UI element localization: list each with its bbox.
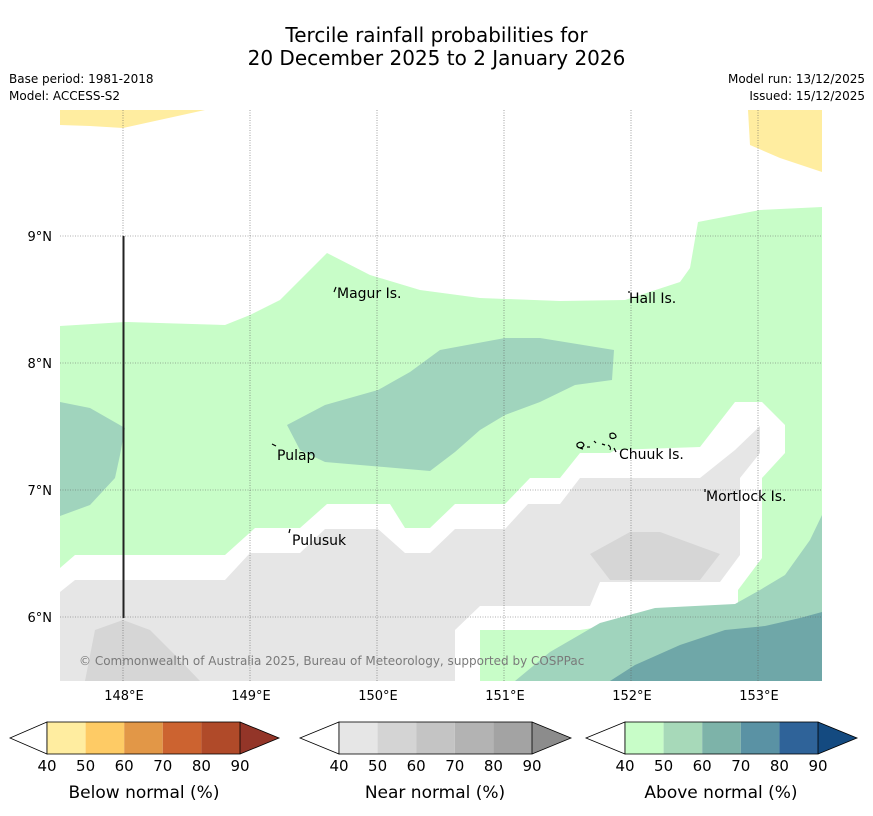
place-label-hall: Hall Is. xyxy=(629,291,676,307)
pulap-island-marker xyxy=(271,443,277,447)
place-label-magur: Magur Is. xyxy=(337,286,402,302)
lat-label-8n: 8°N xyxy=(28,357,53,372)
legend-near-tick-50: 50 xyxy=(368,757,387,775)
legend-near-label: Near normal (%) xyxy=(365,783,505,803)
legend-below-tick-70: 70 xyxy=(153,757,172,775)
title-line-2: 20 December 2025 to 2 January 2026 xyxy=(247,46,626,70)
near-normal-50-region xyxy=(590,532,720,580)
lon-label-153e: 153°E xyxy=(739,689,779,704)
below-normal-region-nw xyxy=(60,110,205,128)
model-name: Model: ACCESS-S2 xyxy=(9,89,121,103)
base-period: Base period: 1981-2018 xyxy=(9,72,154,86)
legend-below-tick-40: 40 xyxy=(37,757,56,775)
legend-near-extend-high xyxy=(532,722,571,754)
lat-label-9n: 9°N xyxy=(28,230,53,245)
model-run: Model run: 13/12/2025 xyxy=(727,72,865,86)
legend-near-tick-90: 90 xyxy=(522,757,541,775)
map-area xyxy=(60,110,822,681)
place-label-pulusuk: Pulusuk xyxy=(292,533,347,549)
island-markers xyxy=(271,286,706,534)
lon-label-148e: 148°E xyxy=(104,689,144,704)
title-line-1: Tercile rainfall probabilities for xyxy=(285,23,588,47)
lon-label-150e: 150°E xyxy=(358,689,398,704)
legend-below-tick-90: 90 xyxy=(230,757,249,775)
legend-near-swatch-2 xyxy=(377,722,417,754)
legend-below-tick-80: 80 xyxy=(192,757,211,775)
above-normal-60-region-se xyxy=(610,612,822,681)
legend-above-swatch-5 xyxy=(779,722,818,754)
near-normal-50-region-sw xyxy=(85,620,200,681)
legend-above-swatch-2 xyxy=(663,722,703,754)
legend-above-tick-60: 60 xyxy=(693,757,712,775)
gridlines xyxy=(60,110,822,681)
legend-below-swatch-2 xyxy=(85,722,125,754)
place-label-chuuk: Chuuk Is. xyxy=(619,447,684,463)
legend-above-swatch-1 xyxy=(625,722,664,754)
legend-near-tick-70: 70 xyxy=(445,757,464,775)
place-label-pulap: Pulap xyxy=(277,448,316,464)
above-normal-50-region-centre xyxy=(287,338,614,471)
legend-below-swatch-1 xyxy=(47,722,86,754)
legend-below-swatch-5 xyxy=(201,722,240,754)
legends: 40 50 60 70 80 90 Below normal (%) 40 50 xyxy=(8,721,859,803)
legend-near-tick-80: 80 xyxy=(484,757,503,775)
legend-near-swatch-4 xyxy=(454,722,494,754)
magur-island-marker xyxy=(333,286,337,293)
below-normal-region-ne xyxy=(748,110,822,172)
legend-above-swatch-3 xyxy=(702,722,741,754)
lat-label-7n: 7°N xyxy=(28,484,53,499)
legend-below-swatch-4 xyxy=(162,722,202,754)
pulusuk-island-marker xyxy=(288,528,291,534)
legend-above-tick-50: 50 xyxy=(654,757,673,775)
legend-above-swatch-4 xyxy=(740,722,780,754)
legend-above-normal: 40 50 60 70 80 90 Above normal (%) xyxy=(584,721,859,803)
legend-below-extend-low xyxy=(8,721,48,755)
legend-below-label: Below normal (%) xyxy=(69,783,220,803)
legend-below-tick-50: 50 xyxy=(76,757,95,775)
legend-near-swatch-5 xyxy=(493,722,532,754)
legend-below-normal: 40 50 60 70 80 90 Below normal (%) xyxy=(8,721,281,803)
legend-near-normal: 40 50 60 70 80 90 Near normal (%) xyxy=(298,721,573,803)
lon-label-149e: 149°E xyxy=(231,689,271,704)
place-label-mortlock: Mortlock Is. xyxy=(706,489,786,505)
legend-near-extend-low xyxy=(298,721,340,755)
legend-above-label: Above normal (%) xyxy=(644,783,797,803)
legend-above-tick-90: 90 xyxy=(808,757,827,775)
legend-near-swatch-3 xyxy=(416,722,455,754)
issued-date: Issued: 15/12/2025 xyxy=(749,89,865,103)
legend-above-extend-high xyxy=(818,722,857,754)
legend-above-tick-70: 70 xyxy=(731,757,750,775)
legend-below-swatch-3 xyxy=(124,722,163,754)
above-normal-50-region-west xyxy=(60,402,125,516)
legend-near-tick-40: 40 xyxy=(329,757,348,775)
copyright-notice: © Commonwealth of Australia 2025, Bureau… xyxy=(79,654,584,668)
chuuk-island-marker xyxy=(576,432,617,453)
legend-below-extend-high xyxy=(240,722,279,754)
legend-above-tick-80: 80 xyxy=(770,757,789,775)
legend-near-tick-60: 60 xyxy=(407,757,426,775)
lat-label-6n: 6°N xyxy=(28,611,53,626)
legend-above-tick-40: 40 xyxy=(615,757,634,775)
legend-near-swatch-1 xyxy=(339,722,378,754)
lon-label-152e: 152°E xyxy=(612,689,652,704)
lon-label-151e: 151°E xyxy=(485,689,525,704)
legend-above-extend-low xyxy=(584,721,626,755)
legend-below-tick-60: 60 xyxy=(115,757,134,775)
